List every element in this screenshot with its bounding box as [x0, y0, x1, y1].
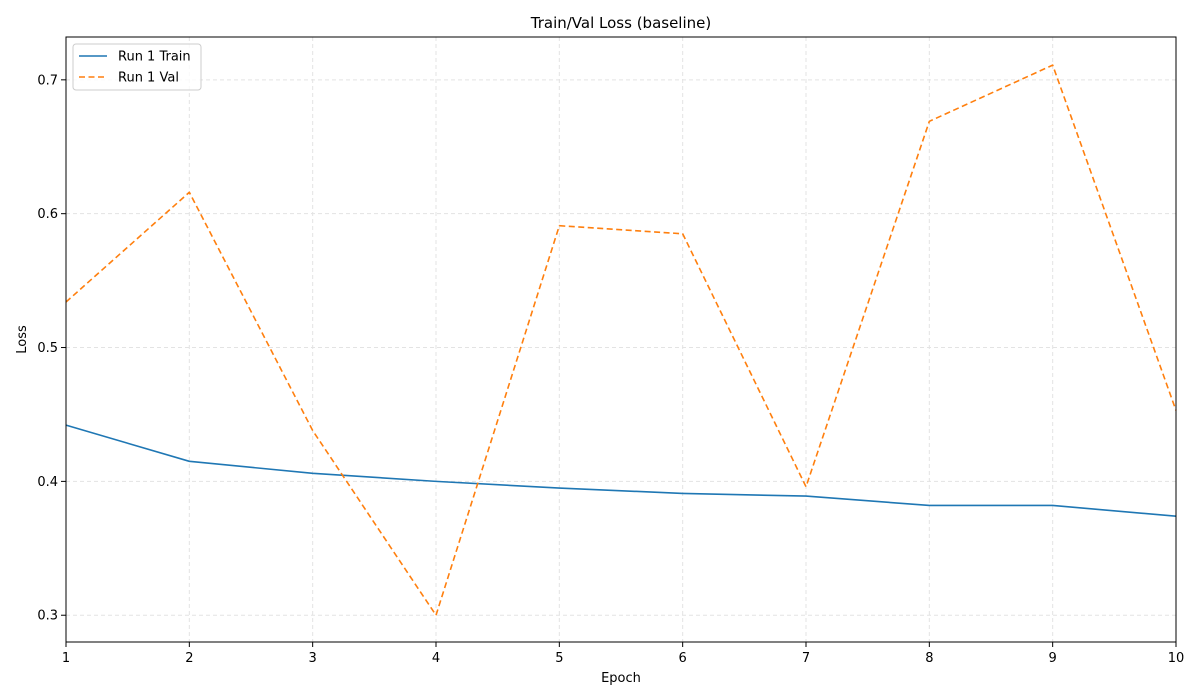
series-line-train	[65, 424, 1177, 517]
x-tick-label: 4	[432, 651, 440, 666]
y-tick-label: 0.4	[37, 475, 58, 490]
y-tick-label: 0.7	[37, 73, 58, 88]
x-tick-label: 5	[555, 651, 563, 666]
chart-title: Train/Val Loss (baseline)	[530, 14, 711, 32]
x-axis-label: Epoch	[601, 671, 641, 686]
series-line-val	[65, 64, 1177, 617]
legend: Run 1 Train Run 1 Val	[72, 43, 202, 91]
y-tick-label: 0.5	[37, 341, 58, 356]
y-tick-label: 0.6	[37, 207, 58, 222]
x-tick-label: 9	[1049, 651, 1057, 666]
axis-ticks: 1 2 3 4 5 6 7 8 9 10 0.3 0.4 0.5 0.6 0.7	[37, 73, 1184, 666]
y-axis-label: Loss	[15, 325, 30, 354]
plot-frame	[65, 36, 1177, 643]
x-tick-label: 7	[802, 651, 810, 666]
data-series	[65, 64, 1177, 617]
legend-label-val: Run 1 Val	[118, 71, 179, 86]
x-tick-label: 2	[185, 651, 193, 666]
y-tick-label: 0.3	[37, 609, 58, 624]
grid-lines	[65, 37, 1177, 642]
x-tick-label: 8	[925, 651, 933, 666]
x-tick-label: 3	[309, 651, 317, 666]
legend-label-train: Run 1 Train	[118, 50, 191, 65]
x-tick-label: 10	[1168, 651, 1185, 666]
x-tick-label: 1	[62, 651, 70, 666]
x-tick-label: 6	[679, 651, 687, 666]
